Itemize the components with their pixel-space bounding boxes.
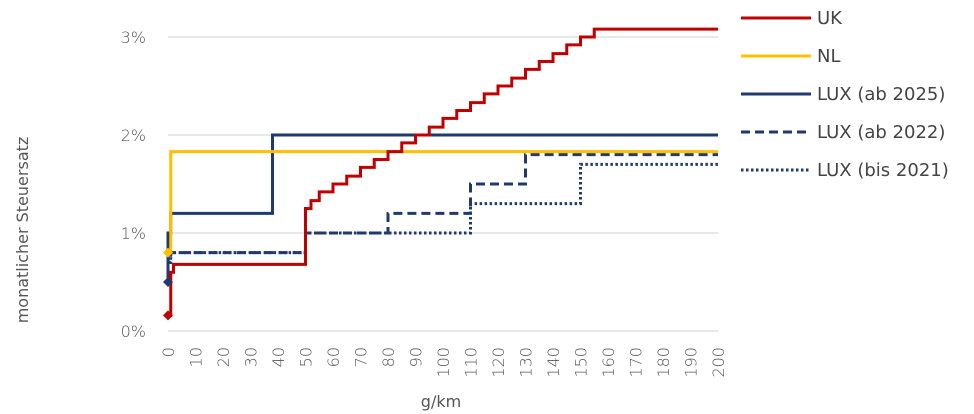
x-tick-label: 190 (682, 347, 701, 378)
x-tick-label: 120 (489, 347, 508, 378)
legend-item: LUX (bis 2021) (741, 160, 949, 181)
x-tick-label: 10 (187, 347, 206, 367)
x-tick-label: 50 (297, 347, 316, 367)
legend-label: NL (817, 46, 841, 67)
x-tick-label: 20 (214, 347, 233, 367)
x-tick-label: 130 (517, 347, 536, 378)
legend-item: LUX (ab 2022) (741, 122, 945, 143)
legend-item: NL (741, 46, 841, 67)
series-line-0 (168, 27, 718, 317)
legend-label: LUX (bis 2021) (817, 160, 949, 181)
x-tick-label: 40 (269, 347, 288, 367)
x-tick-label: 70 (352, 347, 371, 367)
y-tick-label: 1% (121, 224, 146, 243)
legend-label: LUX (ab 2025) (817, 84, 945, 105)
legend-label: LUX (ab 2022) (817, 122, 945, 143)
x-tick-label: 30 (242, 347, 261, 367)
x-tick-label: 140 (544, 347, 563, 378)
series-line-3 (166, 153, 718, 282)
x-tick-label: 110 (462, 347, 481, 378)
start-marker-0 (163, 310, 173, 321)
series-lines (166, 27, 718, 317)
x-tick-label: 160 (599, 347, 618, 378)
x-tick-label: 90 (407, 347, 426, 367)
legend-item: LUX (ab 2025) (741, 84, 945, 105)
legend-item: UK (741, 8, 843, 29)
x-axis-title: g/km (421, 392, 461, 411)
y-axis-tick-labels: 0% 1% 2% 3% (121, 28, 146, 341)
start-marker-2 (163, 277, 173, 287)
legend-label: UK (817, 8, 843, 29)
y-tick-label: 0% (121, 322, 146, 341)
legend: UK NL LUX (ab 2025) LUX (ab 2022) LUX (bis 2… (741, 8, 949, 181)
y-tick-label: 2% (121, 126, 146, 145)
series-start-markers (163, 247, 173, 321)
y-axis-title: monatlicher Steuersatz (13, 137, 32, 324)
start-marker-1 (163, 247, 173, 258)
x-tick-label: 200 (709, 347, 728, 378)
y-tick-label: 3% (121, 28, 146, 47)
series-line-1 (168, 150, 718, 255)
x-tick-label: 0 (159, 347, 178, 357)
x-tick-label: 80 (379, 347, 398, 367)
x-tick-label: 150 (572, 347, 591, 378)
x-tick-label: 100 (434, 347, 453, 378)
x-tick-label: 180 (654, 347, 673, 378)
x-tick-label: 60 (324, 347, 343, 367)
series-line-2 (166, 133, 718, 282)
x-tick-label: 170 (627, 347, 646, 378)
x-axis-tick-labels: 0 10 20 30 40 50 60 70 80 90 100 110 120 130 140 150 160… (159, 347, 728, 378)
gridlines (168, 36, 718, 332)
